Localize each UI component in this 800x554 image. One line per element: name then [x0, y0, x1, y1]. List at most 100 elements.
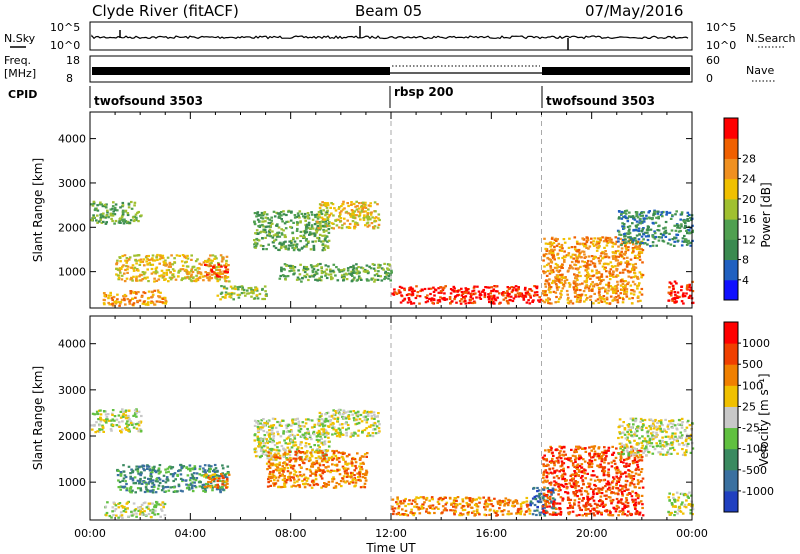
echo-cell-6	[377, 274, 380, 277]
colorbar-tick-label: 16	[742, 213, 756, 226]
echo-cell-3	[211, 270, 214, 273]
echo-cell-5	[342, 452, 345, 455]
echo-cell-0	[135, 216, 138, 219]
echo-cell-9	[616, 501, 620, 504]
echo-cell-5	[312, 246, 316, 250]
echo-cell-7	[441, 511, 444, 514]
echo-cell-5	[289, 219, 293, 222]
echo-cell-8	[478, 296, 481, 299]
echo-cell-8	[506, 290, 509, 293]
echo-cell-1	[126, 265, 130, 268]
echo-cell-8	[463, 297, 466, 300]
echo-cell-9	[629, 258, 633, 261]
echo-cell-9	[551, 279, 555, 282]
echo-cell-6	[300, 280, 303, 283]
echo-cell-1	[142, 464, 146, 467]
echo-cell-2	[137, 509, 140, 512]
echo-cell-6	[377, 427, 381, 430]
echo-cell-7	[525, 500, 529, 503]
echo-cell-5	[298, 451, 302, 454]
echo-cell-9	[605, 302, 609, 305]
echo-cell-5	[289, 459, 293, 462]
echo-cell-2	[136, 299, 139, 303]
echo-cell-9	[614, 258, 618, 261]
echo-cell-5	[296, 480, 299, 483]
echo-cell-5	[292, 464, 296, 467]
echo-cell-5	[330, 469, 333, 472]
echo-cell-1	[198, 271, 201, 274]
echo-cell-1	[170, 276, 174, 279]
echo-cell-10	[624, 210, 627, 213]
echo-cell-4	[288, 430, 292, 433]
echo-cell-11	[670, 290, 673, 293]
echo-cell-0	[117, 414, 121, 417]
echo-cell-4	[271, 439, 275, 442]
echo-cell-5	[324, 236, 327, 240]
echo-cell-0	[121, 415, 125, 418]
echo-cell-10	[662, 233, 665, 236]
echo-cell-1	[215, 268, 218, 271]
echo-cell-2	[134, 296, 137, 299]
echo-cell-4	[272, 424, 276, 427]
echo-cell-1	[135, 275, 138, 278]
echo-cell-0	[99, 409, 102, 412]
echo-cell-8	[538, 496, 541, 499]
echo-cell-6	[316, 431, 319, 434]
echo-cell-1	[189, 469, 192, 472]
echo-cell-0	[102, 410, 106, 413]
echo-cell-6	[380, 267, 384, 270]
echo-cell-7	[465, 496, 468, 499]
echo-cell-1	[117, 278, 120, 281]
echo-cell-4	[327, 445, 331, 448]
echo-cell-6	[390, 269, 393, 272]
echo-cell-2	[105, 511, 109, 515]
echo-cell-3	[225, 268, 228, 271]
echo-cell-5	[303, 232, 307, 235]
echo-cell-7	[368, 224, 371, 227]
echo-cell-1	[225, 262, 228, 265]
echo-cell-7	[404, 509, 408, 512]
echo-cell-9	[582, 243, 585, 246]
echo-cell-4	[290, 439, 293, 442]
echo-cell-6	[374, 432, 378, 435]
echo-cell-0	[98, 220, 101, 223]
echo-cell-4	[256, 438, 260, 441]
echo-cell-4	[300, 435, 304, 438]
echo-cell-6	[373, 280, 376, 283]
echo-cell-5	[320, 212, 324, 216]
echo-cell-7	[353, 216, 356, 219]
echo-cell-10	[688, 229, 691, 232]
echo-cell-6	[344, 411, 348, 414]
echo-cell-8	[432, 298, 436, 301]
echo-cell-6	[347, 427, 350, 430]
echo-cell-1	[220, 260, 224, 263]
echo-cell-8	[419, 289, 422, 293]
echo-cell-4	[259, 449, 263, 453]
echo-cell-0	[113, 213, 117, 216]
echo-cell-0	[94, 207, 97, 210]
echo-cell-9	[638, 511, 642, 514]
echo-cell-7	[473, 503, 477, 506]
echo-cell-1	[125, 264, 128, 268]
echo-cell-6	[332, 426, 336, 429]
echo-cell-4	[263, 437, 267, 440]
echo-cell-9	[582, 250, 586, 253]
echo-cell-10	[639, 217, 642, 220]
echo-cell-6	[337, 268, 340, 271]
echo-cell-9	[605, 244, 609, 247]
echo-cell-2	[112, 501, 116, 504]
echo-cell-5	[264, 236, 267, 239]
echo-cell-0	[132, 414, 135, 417]
echo-cell-4	[238, 285, 241, 288]
echo-cell-1	[179, 463, 183, 467]
nsky-tick-bottom: 10^0	[50, 39, 80, 52]
echo-cell-9	[598, 245, 601, 248]
echo-cell-8	[483, 292, 487, 295]
echo-cell-8	[537, 489, 541, 492]
echo-cell-1	[214, 275, 217, 278]
echo-cell-6	[283, 268, 286, 271]
echo-cell-1	[199, 271, 203, 274]
echo-cell-5	[296, 475, 300, 478]
echo-cell-2	[151, 508, 155, 511]
